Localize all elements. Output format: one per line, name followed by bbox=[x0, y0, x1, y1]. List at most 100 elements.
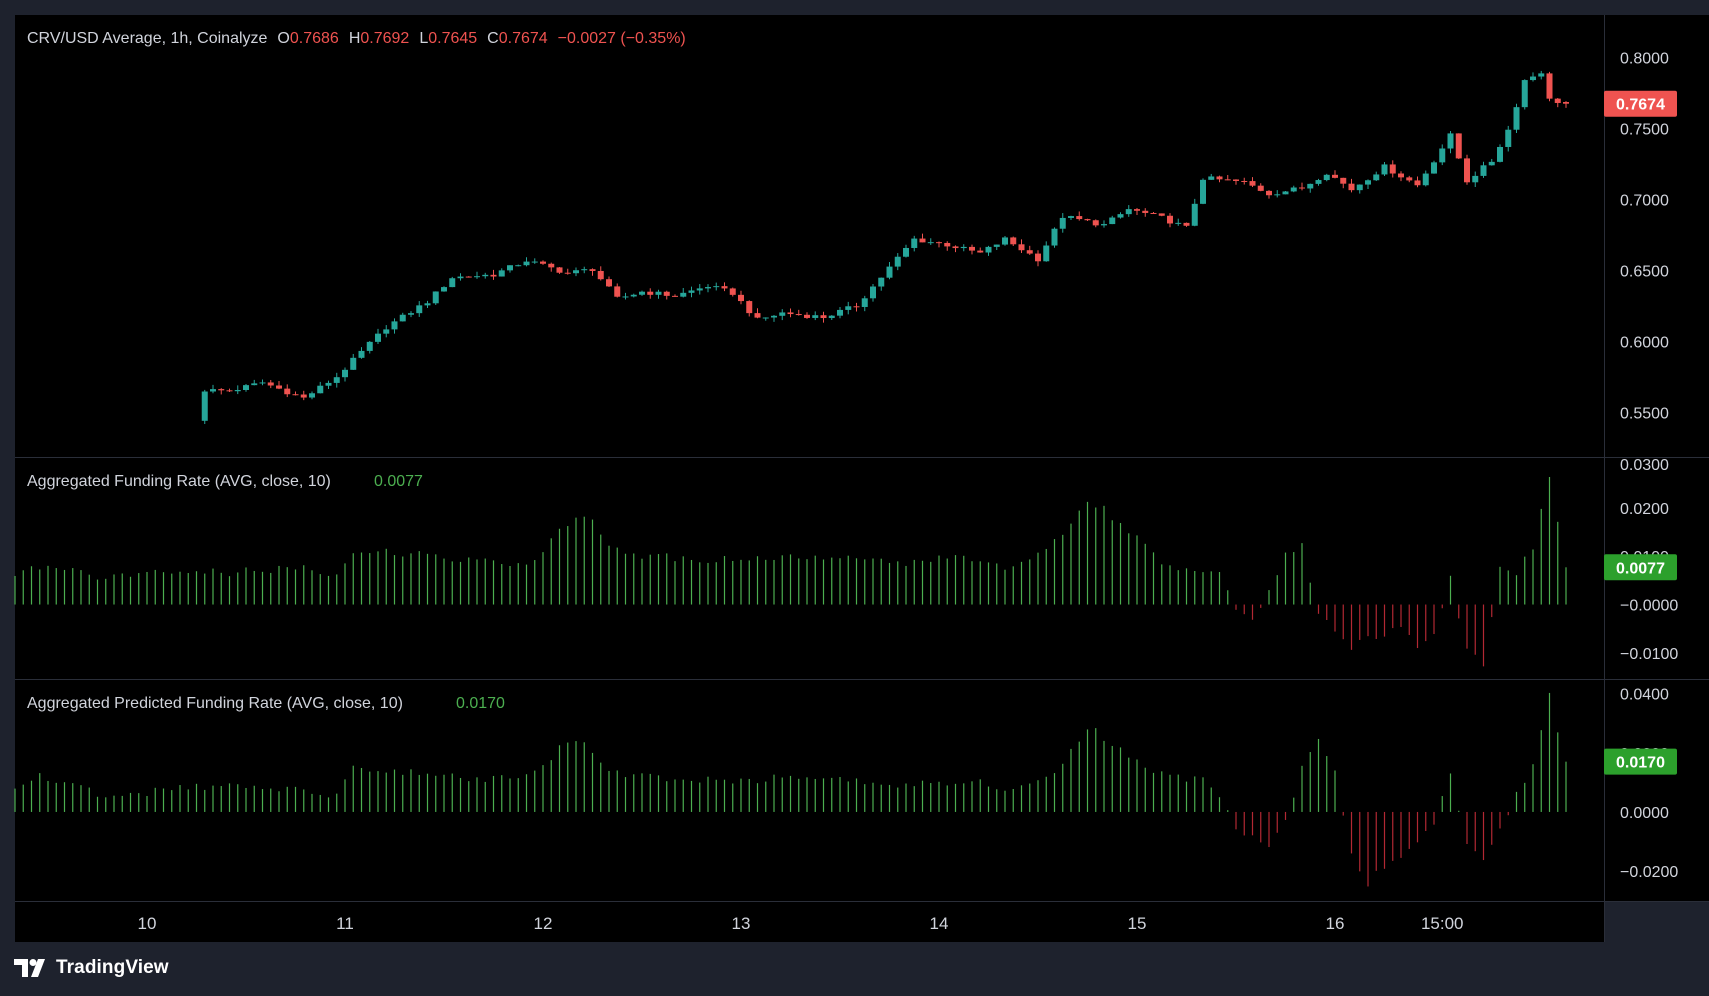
candle bbox=[828, 315, 835, 321]
candle-body bbox=[210, 389, 216, 392]
candle bbox=[1480, 161, 1487, 178]
candle bbox=[696, 284, 703, 295]
candle-body bbox=[787, 312, 794, 315]
candle-body bbox=[1183, 222, 1190, 226]
candle-body bbox=[903, 247, 909, 257]
candle bbox=[738, 290, 744, 305]
candle-body bbox=[1043, 245, 1050, 262]
y-tick-label: 0.6500 bbox=[1620, 263, 1669, 280]
candle bbox=[977, 247, 984, 253]
candle-body bbox=[300, 394, 307, 398]
candle-body bbox=[342, 369, 348, 378]
candle-body bbox=[680, 292, 687, 297]
candle-body bbox=[1059, 217, 1066, 229]
tradingview-logo[interactable]: TradingView bbox=[14, 954, 169, 982]
candle bbox=[1538, 70, 1545, 80]
candle-body bbox=[350, 357, 357, 370]
candle-body bbox=[1431, 162, 1437, 174]
candle bbox=[589, 268, 596, 276]
candle-body bbox=[1513, 107, 1520, 130]
candle-body bbox=[639, 291, 645, 295]
candle-body bbox=[1109, 217, 1116, 225]
candle bbox=[581, 266, 588, 274]
candle bbox=[1472, 171, 1479, 187]
candle bbox=[548, 262, 555, 272]
candle-body bbox=[589, 269, 596, 271]
candle-body bbox=[399, 314, 406, 322]
candle-body bbox=[1480, 165, 1487, 176]
candle bbox=[556, 267, 563, 274]
candle bbox=[911, 235, 918, 252]
ohlc-l-label: L bbox=[419, 30, 428, 47]
candle bbox=[746, 300, 753, 317]
candle bbox=[416, 301, 423, 317]
candle-body bbox=[1389, 164, 1396, 174]
candle-body bbox=[1332, 174, 1338, 178]
candle bbox=[366, 340, 373, 354]
candle bbox=[457, 273, 464, 281]
candle-body bbox=[1439, 148, 1446, 163]
candle bbox=[837, 306, 843, 319]
candle-body bbox=[1167, 215, 1173, 224]
candle-body bbox=[663, 291, 670, 296]
y-tick-label: −0.0100 bbox=[1620, 646, 1678, 663]
funding-rate-pane[interactable]: Aggregated Funding Rate (AVG, close, 10)… bbox=[14, 458, 1604, 679]
candle-body bbox=[1084, 219, 1091, 221]
candle-body bbox=[284, 388, 291, 395]
candle bbox=[1257, 183, 1264, 192]
candle-body bbox=[655, 291, 662, 295]
candle-body bbox=[1315, 180, 1322, 184]
candle-body bbox=[1076, 216, 1083, 220]
candle bbox=[1307, 183, 1314, 193]
candle bbox=[383, 325, 390, 338]
candle-body bbox=[218, 389, 225, 391]
candle bbox=[531, 258, 538, 264]
candle bbox=[870, 284, 876, 302]
candle-body bbox=[993, 244, 1000, 247]
candle-body bbox=[1398, 173, 1404, 178]
candle bbox=[1497, 144, 1503, 163]
candle bbox=[432, 291, 439, 305]
candle bbox=[969, 244, 975, 255]
candle-body bbox=[828, 315, 835, 319]
candle bbox=[680, 287, 687, 298]
candle-body bbox=[416, 305, 423, 314]
candle bbox=[1348, 178, 1355, 193]
candle bbox=[1043, 241, 1050, 262]
candle bbox=[952, 245, 959, 253]
candle bbox=[1431, 160, 1437, 174]
candle bbox=[391, 318, 398, 334]
candle bbox=[1398, 171, 1404, 182]
candle-body bbox=[936, 242, 942, 244]
candle-body bbox=[845, 306, 852, 310]
candle bbox=[1142, 208, 1149, 217]
candle-body bbox=[779, 312, 786, 316]
tradingview-logo-icon bbox=[14, 959, 45, 977]
candle-body bbox=[894, 256, 901, 267]
candle bbox=[1323, 173, 1330, 182]
candle bbox=[317, 381, 324, 394]
candle-body bbox=[944, 242, 951, 247]
candle-body bbox=[391, 321, 398, 330]
candle-body bbox=[762, 317, 769, 319]
price-pane[interactable]: CRV/USD Average, 1h, Coinalyze O 0.7686 H 0… bbox=[15, 15, 1604, 457]
candle-body bbox=[1563, 102, 1569, 104]
candle-body bbox=[498, 270, 505, 277]
x-axis-area[interactable] bbox=[15, 902, 1604, 942]
candle-body bbox=[688, 290, 695, 293]
candle bbox=[1299, 182, 1305, 191]
predicted-funding-pane[interactable]: Aggregated Predicted Funding Rate (AVG, … bbox=[14, 680, 1604, 901]
candle-body bbox=[1521, 80, 1528, 108]
funding-last-label-text: 0.0077 bbox=[1616, 560, 1665, 577]
candle bbox=[267, 379, 274, 389]
candle bbox=[408, 311, 414, 318]
candle bbox=[655, 289, 662, 299]
candle-body bbox=[1175, 222, 1182, 224]
candle bbox=[1191, 198, 1198, 227]
candle-body bbox=[325, 382, 332, 386]
candle bbox=[1554, 98, 1561, 108]
predicted-pane-bg bbox=[15, 680, 1604, 901]
candle-body bbox=[729, 288, 736, 295]
symbol-title: CRV/USD Average, 1h, Coinalyze bbox=[27, 30, 268, 47]
funding-current-value: 0.0077 bbox=[374, 473, 423, 490]
